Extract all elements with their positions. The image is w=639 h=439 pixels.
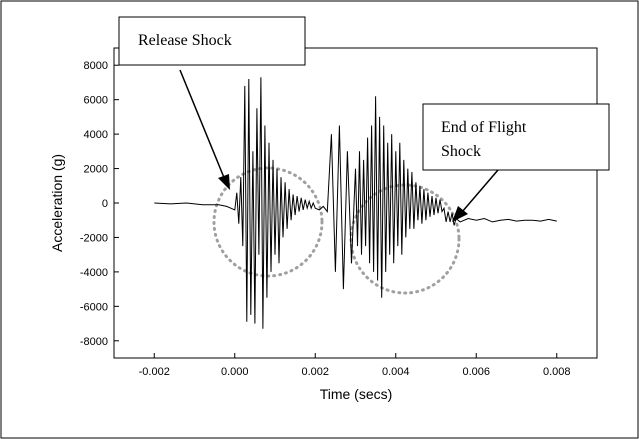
x-tick-label: 0.008 [543,366,571,378]
y-tick-label: 8000 [84,60,108,72]
y-tick-label: -4000 [80,267,108,279]
annotation-release-shock: Release Shock [118,16,306,66]
end-arrow-head [452,206,468,222]
acceleration-series-line [154,77,557,329]
release-shock-circle [212,166,324,278]
release-arrow-head [218,174,230,190]
y-tick-label: -8000 [80,336,108,348]
annotation-box-end-of-flight [422,103,610,171]
y-tick-label: 4000 [84,129,108,141]
annotation-text-release: Release Shock [138,32,232,49]
x-axis-ticks: -0.002 0.000 0.002 0.004 0.006 0.008 [139,353,571,378]
y-tick-label: -2000 [80,232,108,244]
annotation-box-release [118,16,306,66]
end-arrow-shaft [461,169,499,213]
y-tick-label: 2000 [84,164,108,176]
release-arrow-shaft [179,69,226,181]
y-tick-label: 0 [102,198,108,210]
x-tick-label: 0.006 [462,366,490,378]
annotation-text-end-line2: Shock [441,143,481,160]
y-axis-label: Acceleration (g) [49,154,65,252]
x-tick-label: 0.002 [301,366,329,378]
x-tick-label: 0.004 [382,366,410,378]
y-tick-label: 6000 [84,95,108,107]
x-axis-label: Time (secs) [320,386,393,402]
y-tick-label: -6000 [80,301,108,313]
annotation-text-end-line1: End of Flight [441,119,527,136]
x-tick-label: 0.000 [221,366,249,378]
x-tick-label: -0.002 [139,366,170,378]
annotation-end-of-flight: End of Flight Shock [422,103,610,171]
y-axis-ticks: -8000 -6000 -4000 -2000 0 2000 4000 6000 8000 [80,60,119,348]
annotation-arrows [179,69,499,222]
